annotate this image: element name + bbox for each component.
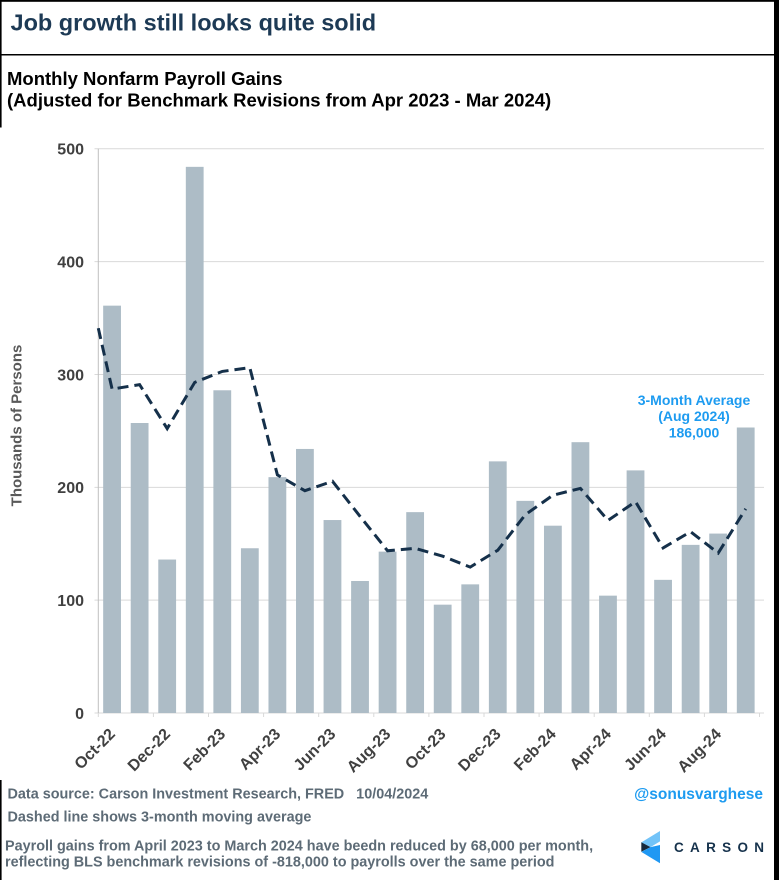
svg-text:CARSON: CARSON	[674, 840, 770, 855]
svg-text:(Adjusted for Benchmark Revisi: (Adjusted for Benchmark Revisions from A…	[7, 90, 551, 111]
svg-text:@sonusvarghese: @sonusvarghese	[634, 786, 763, 803]
svg-text:reflecting BLS benchmark revis: reflecting BLS benchmark revisions of -8…	[5, 855, 554, 871]
svg-text:Thousands of Persons: Thousands of Persons	[9, 345, 26, 507]
svg-text:500: 500	[57, 142, 84, 159]
svg-text:400: 400	[57, 255, 84, 272]
svg-text:0: 0	[75, 706, 84, 723]
svg-text:Monthly Nonfarm Payroll Gains: Monthly Nonfarm Payroll Gains	[7, 68, 283, 89]
svg-text:Payroll gains from April 2023: Payroll gains from April 2023 to March 2…	[5, 839, 593, 855]
svg-text:186,000: 186,000	[669, 425, 720, 441]
svg-text:300: 300	[57, 367, 84, 384]
svg-text:100: 100	[57, 593, 84, 610]
svg-text:Data source: Carson Investment: Data source: Carson Investment Research,…	[8, 787, 429, 803]
svg-text:Job growth still looks quite s: Job growth still looks quite solid	[11, 10, 377, 36]
svg-text:(Aug 2024): (Aug 2024)	[658, 408, 730, 424]
svg-text:200: 200	[57, 480, 84, 497]
svg-text:3-Month Average: 3-Month Average	[638, 392, 751, 408]
svg-text:Dashed line shows 3-month movi: Dashed line shows 3-month moving average	[8, 810, 312, 826]
